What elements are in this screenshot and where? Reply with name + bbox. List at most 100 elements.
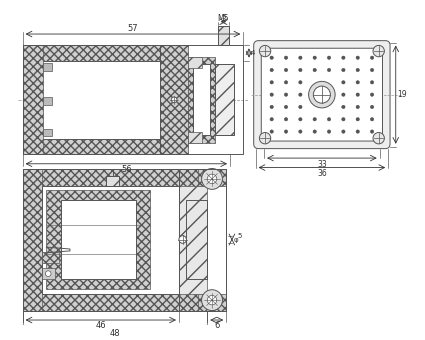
Circle shape [327, 130, 331, 133]
Bar [43, 97, 52, 105]
Bar [23, 46, 243, 154]
Text: 36: 36 [317, 169, 327, 178]
Circle shape [342, 118, 345, 121]
Circle shape [259, 46, 271, 57]
Circle shape [299, 93, 302, 96]
Bar [215, 64, 234, 135]
Bar [218, 27, 229, 46]
Bar [106, 176, 119, 186]
Circle shape [342, 93, 345, 96]
Text: 33: 33 [317, 159, 327, 169]
Circle shape [373, 133, 384, 144]
Circle shape [313, 68, 317, 72]
Bar [23, 169, 226, 310]
Circle shape [270, 118, 273, 121]
Circle shape [356, 118, 360, 121]
Circle shape [270, 56, 273, 59]
Circle shape [370, 56, 374, 59]
Circle shape [284, 93, 288, 96]
Circle shape [270, 105, 273, 109]
Circle shape [284, 130, 288, 133]
Circle shape [313, 86, 330, 103]
Bar [188, 132, 201, 143]
Circle shape [327, 68, 331, 72]
Circle shape [270, 130, 273, 133]
Circle shape [356, 93, 360, 96]
Circle shape [342, 56, 345, 59]
Text: 6: 6 [214, 321, 219, 330]
Bar [46, 190, 150, 289]
Circle shape [370, 81, 374, 84]
Circle shape [299, 81, 302, 84]
Text: 4: 4 [250, 50, 255, 56]
Bar [23, 46, 160, 61]
Circle shape [370, 118, 374, 121]
Circle shape [259, 133, 271, 144]
Circle shape [313, 130, 317, 133]
Circle shape [299, 105, 302, 109]
Bar [23, 46, 43, 154]
Bar [23, 169, 226, 186]
Circle shape [370, 68, 374, 72]
Text: 56: 56 [121, 165, 132, 174]
Circle shape [270, 68, 273, 72]
Circle shape [284, 105, 288, 109]
Circle shape [356, 56, 360, 59]
FancyBboxPatch shape [254, 41, 390, 149]
Circle shape [207, 295, 217, 305]
Circle shape [207, 174, 217, 184]
Text: 5: 5 [238, 233, 242, 239]
Bar [179, 169, 198, 310]
Circle shape [284, 56, 288, 59]
Circle shape [299, 68, 302, 72]
Circle shape [284, 81, 288, 84]
Bar [23, 169, 42, 310]
Circle shape [342, 81, 345, 84]
Circle shape [313, 118, 317, 121]
Bar [106, 176, 119, 186]
Circle shape [327, 118, 331, 121]
Circle shape [270, 93, 273, 96]
Circle shape [284, 68, 288, 72]
Bar [179, 186, 207, 293]
Circle shape [356, 81, 360, 84]
Circle shape [342, 68, 345, 72]
Bar [193, 64, 210, 135]
Circle shape [356, 105, 360, 109]
Circle shape [370, 105, 374, 109]
Bar [215, 64, 234, 135]
Circle shape [270, 81, 273, 84]
Circle shape [342, 105, 345, 109]
Circle shape [45, 271, 51, 276]
Circle shape [299, 118, 302, 121]
Circle shape [284, 118, 288, 121]
Circle shape [356, 130, 360, 133]
Bar [188, 57, 215, 143]
Bar [42, 252, 59, 263]
Circle shape [309, 81, 335, 108]
Bar [23, 139, 160, 154]
Text: φ: φ [233, 237, 238, 242]
Bar [43, 129, 52, 136]
Bar [42, 268, 55, 279]
Bar [23, 46, 160, 154]
Circle shape [342, 130, 345, 133]
Bar [187, 200, 207, 279]
Circle shape [373, 46, 384, 57]
FancyBboxPatch shape [261, 48, 382, 141]
Circle shape [370, 93, 374, 96]
Text: 57: 57 [128, 23, 138, 33]
Circle shape [313, 56, 317, 59]
Bar [179, 169, 226, 310]
Circle shape [327, 56, 331, 59]
Circle shape [299, 56, 302, 59]
Circle shape [370, 130, 374, 133]
Circle shape [356, 68, 360, 72]
Bar [188, 57, 201, 68]
Bar [218, 27, 229, 46]
Bar [60, 200, 136, 279]
Text: 5: 5 [221, 14, 226, 20]
Circle shape [201, 169, 222, 189]
Circle shape [179, 236, 187, 243]
Bar [43, 63, 52, 71]
